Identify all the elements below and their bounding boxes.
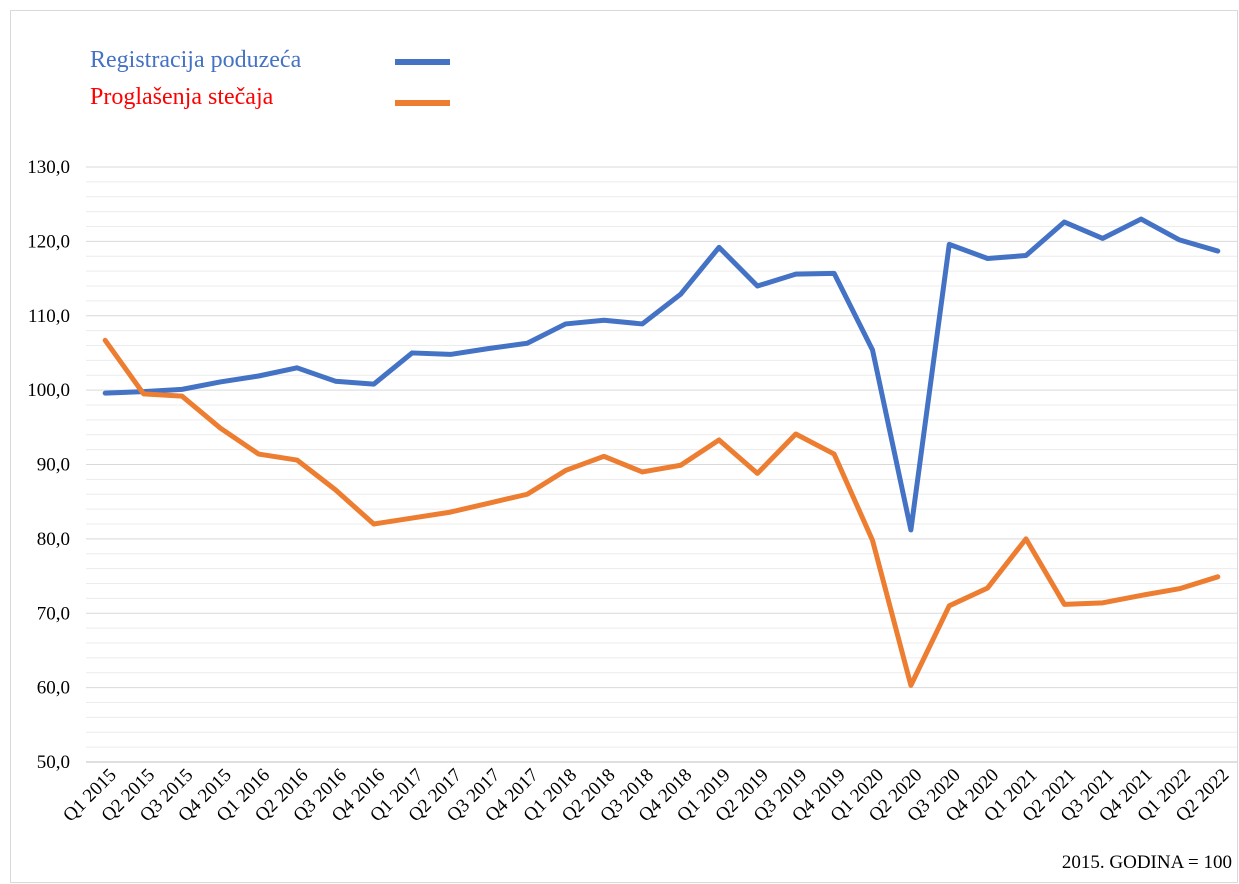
y-tick-label: 120,0 <box>27 231 70 252</box>
y-tick-label: 70,0 <box>37 603 70 624</box>
series-line <box>102 216 1221 533</box>
chart-border <box>10 10 1238 883</box>
y-tick-label: 130,0 <box>27 157 70 178</box>
y-tick-label: 90,0 <box>37 455 70 476</box>
series-line <box>102 337 1221 688</box>
y-tick-label: 100,0 <box>27 380 70 401</box>
y-tick-label: 50,0 <box>37 752 70 773</box>
note: 2015. GODINA = 100 <box>1062 852 1232 873</box>
legend-label: Registracija poduzeća <box>90 47 302 73</box>
y-tick-label: 110,0 <box>28 306 70 327</box>
legend-label: Proglašenja stečaja <box>90 84 274 110</box>
y-tick-label: 80,0 <box>37 529 70 550</box>
y-tick-label: 60,0 <box>37 678 70 699</box>
